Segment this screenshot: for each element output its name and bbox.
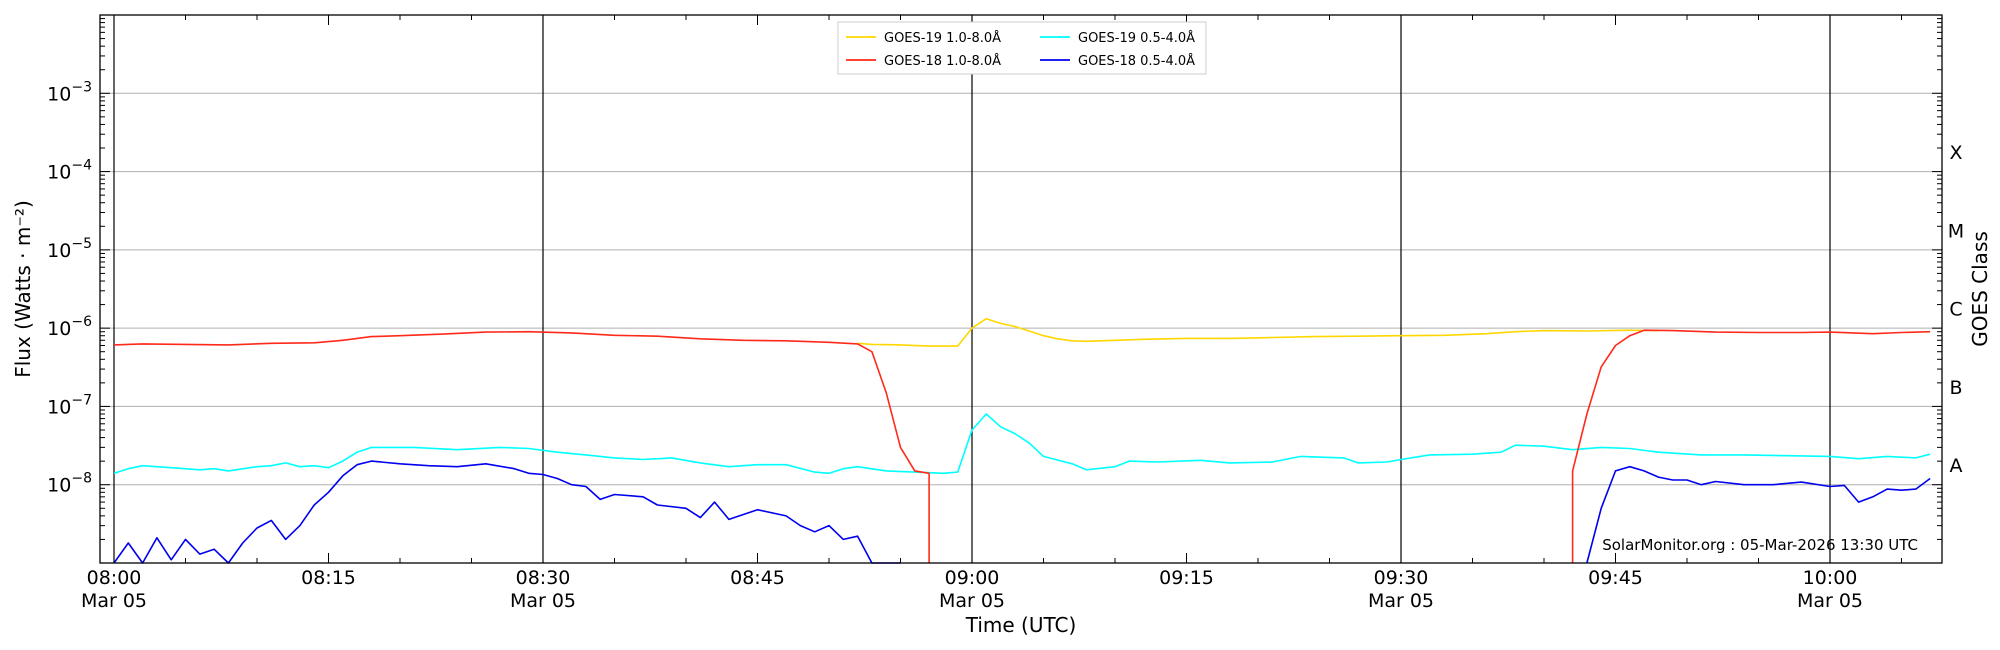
x-tick-label: 08:45 — [730, 567, 785, 589]
x-tick-date-label: Mar 05 — [81, 590, 147, 612]
axis-ticks — [100, 15, 1942, 564]
x-tick-date-label: Mar 05 — [1797, 590, 1863, 612]
legend-box — [837, 21, 1207, 75]
legend-label: GOES-19 0.5-4.0Å — [1078, 30, 1195, 46]
y-tick-label: 10−5 — [47, 236, 92, 262]
y-tick-label: 10−6 — [47, 314, 92, 340]
series-lines — [113, 317, 1931, 564]
goes-class-label: X — [1949, 142, 1962, 164]
date-divider-lines — [113, 15, 1831, 563]
legend-label: GOES-19 1.0-8.0Å — [884, 30, 1001, 46]
x-tick-label: 09:45 — [1588, 567, 1643, 589]
x-tick-label: 08:30 — [516, 567, 571, 589]
series-line — [113, 460, 901, 564]
plot-frame — [99, 14, 1943, 564]
series-line — [113, 413, 1931, 475]
x-axis-title: Time (UTC) — [965, 613, 1077, 637]
series-line — [1586, 465, 1931, 564]
x-tick-date-label: Mar 05 — [510, 590, 576, 612]
y-tick-label: 10−3 — [47, 79, 92, 105]
x-tick-date-label: Mar 05 — [1368, 590, 1434, 612]
x-tick-label: 08:15 — [301, 567, 356, 589]
x-tick-label: 08:00 — [87, 567, 142, 589]
x-tick-label: 10:00 — [1803, 567, 1858, 589]
goes-class-label: A — [1950, 455, 1963, 477]
right-axis-title: GOES Class — [1968, 231, 1992, 347]
y-axis-title: Flux (Watts · m⁻²) — [11, 200, 35, 378]
x-tick-label: 09:15 — [1159, 567, 1214, 589]
x-tick-date-label: Mar 05 — [939, 590, 1005, 612]
legend-label: GOES-18 1.0-8.0Å — [884, 53, 1001, 69]
goes-class-label: C — [1949, 299, 1962, 321]
x-tick-label: 09:00 — [945, 567, 1000, 589]
series-line — [857, 317, 1659, 347]
x-tick-label: 09:30 — [1374, 567, 1429, 589]
goes-class-label: B — [1949, 377, 1962, 399]
legend-label: GOES-18 0.5-4.0Å — [1078, 53, 1195, 69]
series-line — [113, 330, 930, 563]
goes-class-label: M — [1948, 220, 1964, 242]
footer-credit: SolarMonitor.org : 05-Mar-2026 13:30 UTC — [1602, 536, 1918, 554]
series-line — [1571, 329, 1931, 563]
legend: GOES-19 1.0-8.0Å GOES-19 0.5-4.0Å GOES-18 … — [837, 21, 1207, 75]
